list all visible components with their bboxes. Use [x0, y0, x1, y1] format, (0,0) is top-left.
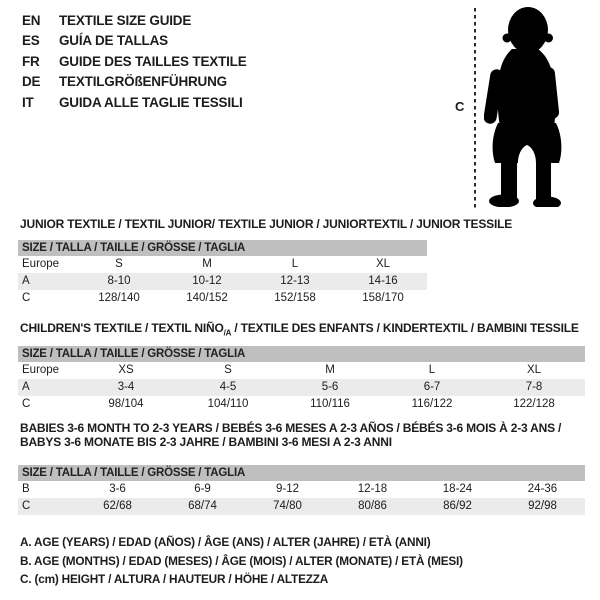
table-row: B 3-6 6-9 9-12 12-18 18-24 24-36: [18, 481, 585, 498]
size-cell: 68/74: [188, 500, 217, 512]
size-cell: 3-6: [109, 483, 126, 495]
row-label: C: [22, 292, 31, 304]
footnote-height: C. (cm) HEIGHT / ALTURA / HAUTEUR / HÖHE…: [20, 572, 329, 586]
size-cell: 140/152: [186, 292, 228, 304]
language-code: FR: [22, 53, 40, 69]
size-cell: 9-12: [275, 483, 300, 495]
junior-table-title: JUNIOR TEXTILE / TEXTIL JUNIOR/ TEXTILE …: [20, 217, 513, 231]
row-label: Europe: [22, 364, 60, 376]
size-cell: 3-4: [117, 381, 135, 393]
size-cell: 24-36: [527, 483, 558, 495]
size-cell: 12-13: [280, 275, 310, 287]
size-cell: 110/116: [310, 398, 350, 410]
table-row: A 3-4 4-5 5-6 6-7 7-8: [18, 379, 585, 396]
title-part-sub: /A: [223, 328, 232, 338]
toddler-silhouette-icon: [484, 7, 562, 207]
footnotes: A. AGE (YEARS) / EDAD (AÑOS) / ÂGE (ANS)…: [20, 533, 463, 589]
row-label: C: [22, 398, 31, 410]
height-figure: C: [450, 0, 600, 215]
language-title: GUÍA DE TALLAS: [59, 33, 168, 49]
language-code: EN: [22, 13, 41, 28]
size-cell: 74/80: [273, 500, 302, 512]
size-cell: 6-7: [423, 381, 441, 393]
table-row: Europe S M L XL: [18, 256, 427, 273]
size-cell: 14-16: [368, 275, 398, 287]
language-row-en: EN TEXTILE SIZE GUIDE: [22, 11, 247, 31]
size-cell: 7-8: [525, 381, 543, 393]
size-cell: 116/122: [411, 398, 453, 410]
language-row-es: ES GUÍA DE TALLAS: [22, 31, 247, 51]
size-cell: 80/86: [358, 500, 387, 512]
junior-size-table: SIZE / TALLA / TAILLE / GRÖSSE / TAGLIA …: [18, 240, 427, 307]
size-cell: S: [115, 258, 123, 270]
size-cell: L: [291, 258, 299, 270]
size-cell: 104/110: [207, 398, 249, 410]
size-cell: 98/104: [108, 398, 144, 410]
babies-title-line: BABYS 3-6 MONATE BIS 2-3 JAHRE / BAMBINI…: [20, 435, 392, 449]
size-cell: L: [428, 364, 436, 376]
size-cell: 62/68: [103, 500, 132, 512]
size-cell: 128/140: [98, 292, 140, 304]
size-cell: 4-5: [219, 381, 237, 393]
size-cell: 10-12: [192, 275, 222, 287]
language-title: TEXTILE SIZE GUIDE: [59, 13, 192, 28]
language-code: ES: [22, 33, 40, 49]
row-label: Europe: [22, 258, 60, 270]
language-row-it: IT GUIDA ALLE TAGLIE TESSILI: [22, 93, 247, 113]
height-measure-label: C: [455, 99, 465, 114]
size-cell: XL: [375, 258, 391, 270]
title-part: / TEXTILE DES ENFANTS / KINDERTEXTIL / B…: [231, 321, 579, 335]
language-row-de: DE TEXTILGRÖßENFÜHRUNG: [22, 72, 247, 92]
language-title: GUIDA ALLE TAGLIE TESSILI: [59, 94, 243, 110]
babies-table-title: BABIES 3-6 MONTH TO 2-3 YEARS / BEBÉS 3-…: [20, 421, 561, 449]
size-cell: 8-10: [107, 275, 131, 287]
row-label: A: [22, 275, 30, 287]
size-cell: S: [224, 364, 232, 376]
language-title-list: EN TEXTILE SIZE GUIDE ES GUÍA DE TALLAS …: [22, 11, 247, 113]
children-size-table: SIZE / TALLA / TAILLE / GRÖSSE / TAGLIA …: [18, 346, 585, 413]
size-cell: 158/170: [362, 292, 404, 304]
row-label: A: [22, 381, 30, 393]
language-code: DE: [22, 74, 41, 90]
language-title: TEXTILGRÖßENFÜHRUNG: [59, 74, 227, 90]
footnote-age-months: B. AGE (MONTHS) / EDAD (MESES) / ÂGE (MO…: [20, 553, 463, 568]
footnote-age-years: A. AGE (YEARS) / EDAD (AÑOS) / ÂGE (ANS)…: [20, 535, 431, 549]
size-cell: XS: [118, 364, 134, 376]
size-cell: 6-9: [194, 483, 211, 495]
size-header-bar: SIZE / TALLA / TAILLE / GRÖSSE / TAGLIA: [18, 465, 585, 481]
table-row: C 98/104 104/110 110/116 116/122 122/128: [18, 396, 585, 413]
language-row-fr: FR GUIDE DES TAILLES TEXTILE: [22, 52, 247, 72]
size-cell: 122/128: [513, 398, 555, 410]
size-header-bar: SIZE / TALLA / TAILLE / GRÖSSE / TAGLIA: [18, 240, 427, 256]
size-cell: 86/92: [443, 500, 472, 512]
language-code: IT: [22, 94, 34, 110]
table-row: Europe XS S M L XL: [18, 362, 585, 379]
size-cell: 12-18: [357, 483, 388, 495]
height-measure-dotted-line: [474, 8, 476, 210]
babies-size-table: SIZE / TALLA / TAILLE / GRÖSSE / TAGLIA …: [18, 465, 585, 515]
table-row: A 8-10 10-12 12-13 14-16: [18, 273, 427, 290]
language-title: GUIDE DES TAILLES TEXTILE: [59, 53, 247, 69]
table-row: C 62/68 68/74 74/80 80/86 86/92 92/98: [18, 498, 585, 515]
size-header-bar: SIZE / TALLA / TAILLE / GRÖSSE / TAGLIA: [18, 346, 585, 362]
size-cell: 152/158: [274, 292, 316, 304]
table-row: C 128/140 140/152 152/158 158/170: [18, 290, 427, 307]
title-part: CHILDREN'S TEXTILE / TEXTIL NIÑO: [20, 321, 224, 335]
size-cell: 92/98: [528, 500, 557, 512]
babies-title-line: BABIES 3-6 MONTH TO 2-3 YEARS / BEBÉS 3-…: [20, 421, 562, 435]
size-cell: 18-24: [442, 483, 473, 495]
size-cell: M: [325, 364, 335, 376]
size-cell: 5-6: [321, 381, 339, 393]
row-label: B: [22, 483, 30, 495]
size-cell: XL: [526, 364, 542, 376]
row-label: C: [22, 500, 31, 512]
size-cell: M: [202, 258, 212, 270]
children-table-title: CHILDREN'S TEXTILE / TEXTIL NIÑO/A / TEX…: [20, 321, 579, 337]
